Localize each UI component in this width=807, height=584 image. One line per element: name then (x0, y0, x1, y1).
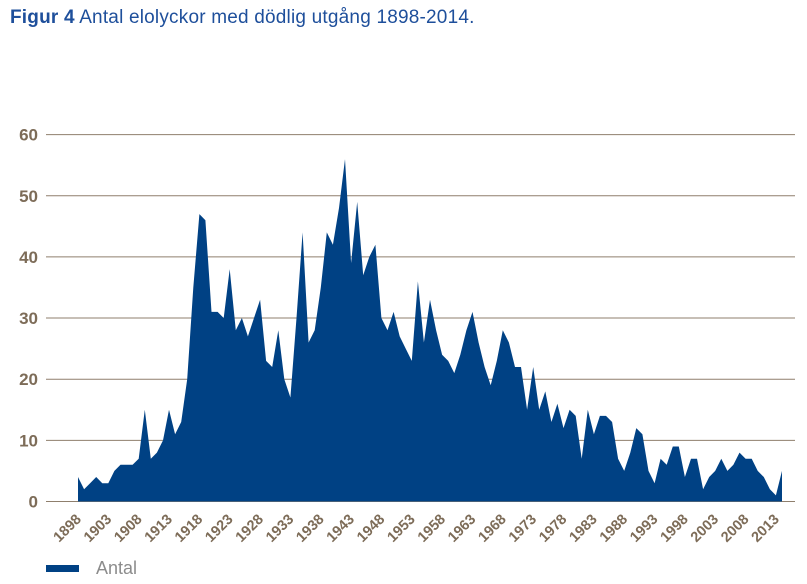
x-axis-label-1953: 1953 (384, 512, 418, 546)
x-axis-label-1928: 1928 (233, 512, 267, 546)
x-axis-label-1943: 1943 (324, 512, 358, 546)
x-axis-label-1903: 1903 (81, 512, 115, 546)
x-axis-label-1993: 1993 (627, 512, 661, 546)
legend-label-antal: Antal (96, 558, 138, 578)
x-axis-label-1913: 1913 (142, 512, 176, 546)
x-axis-label-1968: 1968 (476, 512, 510, 546)
legend: Antal (46, 558, 137, 579)
x-axis-label-1963: 1963 (445, 512, 479, 546)
x-axis-label-2013: 2013 (749, 512, 783, 546)
x-axis-label-2008: 2008 (718, 512, 752, 546)
x-axis-label-2003: 2003 (688, 512, 722, 546)
x-axis-label-1988: 1988 (597, 512, 631, 546)
area-series-antal (78, 159, 782, 502)
x-axis-label-1933: 1933 (263, 512, 297, 546)
y-axis-label-10: 10 (19, 431, 38, 450)
x-axis-label-1908: 1908 (111, 512, 145, 546)
x-axis-label-1918: 1918 (172, 512, 206, 546)
y-axis-label-50: 50 (19, 187, 38, 206)
x-axis-label-1998: 1998 (658, 512, 692, 546)
y-axis-label-30: 30 (19, 309, 38, 328)
y-axis-label-0: 0 (29, 493, 38, 512)
x-axis-label-1898: 1898 (51, 512, 85, 546)
x-axis-label-1948: 1948 (354, 512, 388, 546)
figure-caption: Antal elolyckor med dödlig utgång 1898-2… (79, 7, 475, 28)
figure-number: Figur 4 (10, 7, 75, 28)
figure-title: Figur 4 Antal elolyckor med dödlig utgån… (10, 6, 475, 30)
x-axis-label-1973: 1973 (506, 512, 540, 546)
y-axis-label-60: 60 (19, 126, 38, 145)
x-axis-label-1978: 1978 (536, 512, 570, 546)
x-axis-label-1938: 1938 (293, 512, 327, 546)
area-chart: 0 10 20 30 40 50 60 189819031908191319181923192… (19, 126, 795, 546)
y-axis-label-40: 40 (19, 248, 38, 267)
y-axis-label-20: 20 (19, 370, 38, 389)
x-axis-label-1983: 1983 (567, 512, 601, 546)
x-axis-label-1923: 1923 (202, 512, 236, 546)
x-axis-label-1958: 1958 (415, 512, 449, 546)
legend-swatch-antal (46, 565, 79, 572)
